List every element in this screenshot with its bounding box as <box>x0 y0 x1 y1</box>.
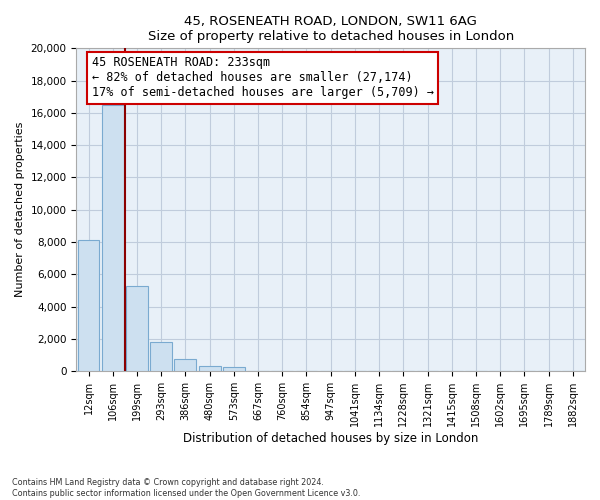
Y-axis label: Number of detached properties: Number of detached properties <box>15 122 25 298</box>
Bar <box>126 286 148 371</box>
Text: 45 ROSENEATH ROAD: 233sqm
← 82% of detached houses are smaller (27,174)
17% of s: 45 ROSENEATH ROAD: 233sqm ← 82% of detac… <box>92 56 434 100</box>
X-axis label: Distribution of detached houses by size in London: Distribution of detached houses by size … <box>183 432 478 445</box>
Bar <box>199 366 221 371</box>
Text: Contains HM Land Registry data © Crown copyright and database right 2024.
Contai: Contains HM Land Registry data © Crown c… <box>12 478 361 498</box>
Bar <box>223 366 245 371</box>
Bar <box>102 105 124 371</box>
Title: 45, ROSENEATH ROAD, LONDON, SW11 6AG
Size of property relative to detached house: 45, ROSENEATH ROAD, LONDON, SW11 6AG Siz… <box>148 15 514 43</box>
Bar <box>175 359 196 371</box>
Bar <box>77 240 100 371</box>
Bar <box>150 342 172 371</box>
